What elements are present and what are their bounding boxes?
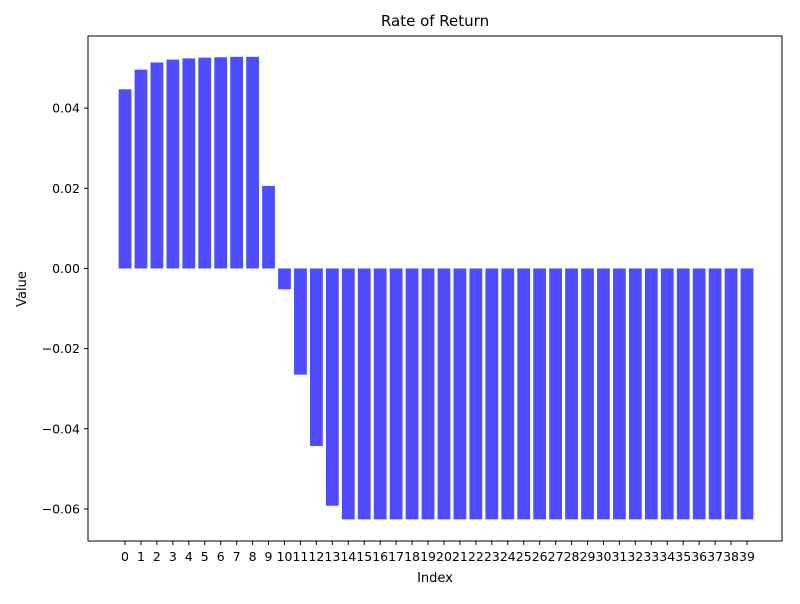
x-axis-ticks: 0 1 2 3 4 5 6 7 8 9 10 11 12 13 14 15 16 17 18 19 20 21 22 23 24… bbox=[121, 541, 755, 564]
x-tick-label: 38 bbox=[723, 549, 739, 564]
x-tick-label: 11 bbox=[292, 549, 308, 564]
x-tick-label: 30 bbox=[596, 549, 612, 564]
bar-13 bbox=[325, 268, 339, 506]
x-tick-label: 24 bbox=[500, 549, 516, 564]
bar-39 bbox=[740, 268, 754, 520]
plot-area-frame bbox=[87, 35, 783, 542]
x-tick-label: 37 bbox=[707, 549, 723, 564]
x-tick-label: 25 bbox=[516, 549, 532, 564]
y-axis-ticks: −0.06 −0.04 −0.02 0.00 0.02 0.04 bbox=[42, 101, 88, 516]
x-tick-label: 33 bbox=[643, 549, 659, 564]
bar-25 bbox=[517, 268, 531, 520]
bar-33 bbox=[644, 268, 658, 520]
bar-8 bbox=[246, 56, 259, 269]
bar-17 bbox=[389, 268, 403, 520]
x-tick-label: 6 bbox=[217, 549, 225, 564]
x-tick-label: 39 bbox=[739, 549, 755, 564]
bar-37 bbox=[708, 268, 722, 520]
bar-32 bbox=[628, 268, 642, 520]
bar-15 bbox=[357, 268, 371, 520]
x-tick-label: 2 bbox=[153, 549, 161, 564]
x-tick-label: 22 bbox=[468, 549, 484, 564]
bar-26 bbox=[533, 268, 547, 520]
x-tick-label: 29 bbox=[580, 549, 596, 564]
x-tick-label: 31 bbox=[611, 549, 627, 564]
bar-22 bbox=[469, 268, 483, 520]
x-tick-label: 16 bbox=[372, 549, 388, 564]
x-tick-label: 35 bbox=[675, 549, 691, 564]
x-tick-label: 36 bbox=[691, 549, 707, 564]
x-tick-label: 10 bbox=[277, 549, 293, 564]
bars-layer bbox=[118, 56, 754, 520]
x-tick-label: 5 bbox=[201, 549, 209, 564]
bar-31 bbox=[613, 268, 626, 520]
bar-10 bbox=[278, 268, 291, 290]
bar-0 bbox=[118, 89, 132, 269]
bar-3 bbox=[166, 59, 180, 269]
y-tick-label: 0.02 bbox=[52, 181, 80, 196]
y-axis-label: Value bbox=[15, 271, 30, 307]
x-tick-label: 8 bbox=[249, 549, 257, 564]
bar-34 bbox=[660, 268, 674, 520]
bar-4 bbox=[182, 58, 196, 269]
x-axis-label: Index bbox=[417, 571, 453, 586]
bar-1 bbox=[134, 69, 148, 269]
x-tick-label: 15 bbox=[356, 549, 372, 564]
x-tick-label: 21 bbox=[452, 549, 468, 564]
y-tick-label: 0.00 bbox=[52, 261, 80, 276]
y-tick-label: −0.04 bbox=[42, 421, 80, 436]
x-tick-label: 0 bbox=[121, 549, 129, 564]
bar-28 bbox=[565, 268, 578, 520]
bar-30 bbox=[597, 268, 610, 520]
x-tick-label: 32 bbox=[627, 549, 643, 564]
bar-29 bbox=[581, 268, 594, 520]
bar-12 bbox=[310, 268, 323, 447]
bar-21 bbox=[453, 268, 467, 520]
bar-5 bbox=[198, 57, 212, 269]
bar-18 bbox=[405, 268, 419, 520]
bar-36 bbox=[692, 268, 706, 520]
x-tick-label: 26 bbox=[532, 549, 548, 564]
x-tick-label: 17 bbox=[388, 549, 404, 564]
x-tick-label: 20 bbox=[436, 549, 452, 564]
x-tick-label: 7 bbox=[233, 549, 241, 564]
x-tick-label: 28 bbox=[564, 549, 580, 564]
x-tick-label: 13 bbox=[324, 549, 340, 564]
y-tick-label: −0.06 bbox=[42, 501, 80, 516]
x-tick-label: 19 bbox=[420, 549, 436, 564]
x-tick-label: 9 bbox=[265, 549, 273, 564]
bar-19 bbox=[421, 268, 435, 520]
x-tick-label: 23 bbox=[484, 549, 500, 564]
bar-16 bbox=[373, 268, 387, 520]
bar-2 bbox=[150, 62, 164, 269]
x-tick-label: 18 bbox=[404, 549, 420, 564]
bar-6 bbox=[214, 57, 228, 269]
bar-35 bbox=[676, 268, 690, 520]
bar-7 bbox=[230, 56, 244, 269]
chart-title: Rate of Return bbox=[381, 12, 489, 30]
x-tick-label: 34 bbox=[659, 549, 675, 564]
y-tick-label: −0.02 bbox=[42, 341, 80, 356]
x-tick-label: 1 bbox=[137, 549, 145, 564]
x-tick-label: 27 bbox=[548, 549, 564, 564]
y-tick-label: 0.04 bbox=[52, 101, 80, 116]
x-tick-label: 4 bbox=[185, 549, 193, 564]
bar-27 bbox=[549, 268, 562, 520]
bar-38 bbox=[724, 268, 738, 520]
bar-20 bbox=[437, 268, 451, 520]
bar-14 bbox=[341, 268, 355, 520]
bar-9 bbox=[262, 185, 275, 269]
bar-24 bbox=[501, 268, 515, 520]
bar-11 bbox=[294, 268, 307, 375]
x-tick-label: 12 bbox=[308, 549, 324, 564]
x-tick-label: 3 bbox=[169, 549, 177, 564]
x-tick-label: 14 bbox=[340, 549, 356, 564]
bar-23 bbox=[485, 268, 499, 520]
